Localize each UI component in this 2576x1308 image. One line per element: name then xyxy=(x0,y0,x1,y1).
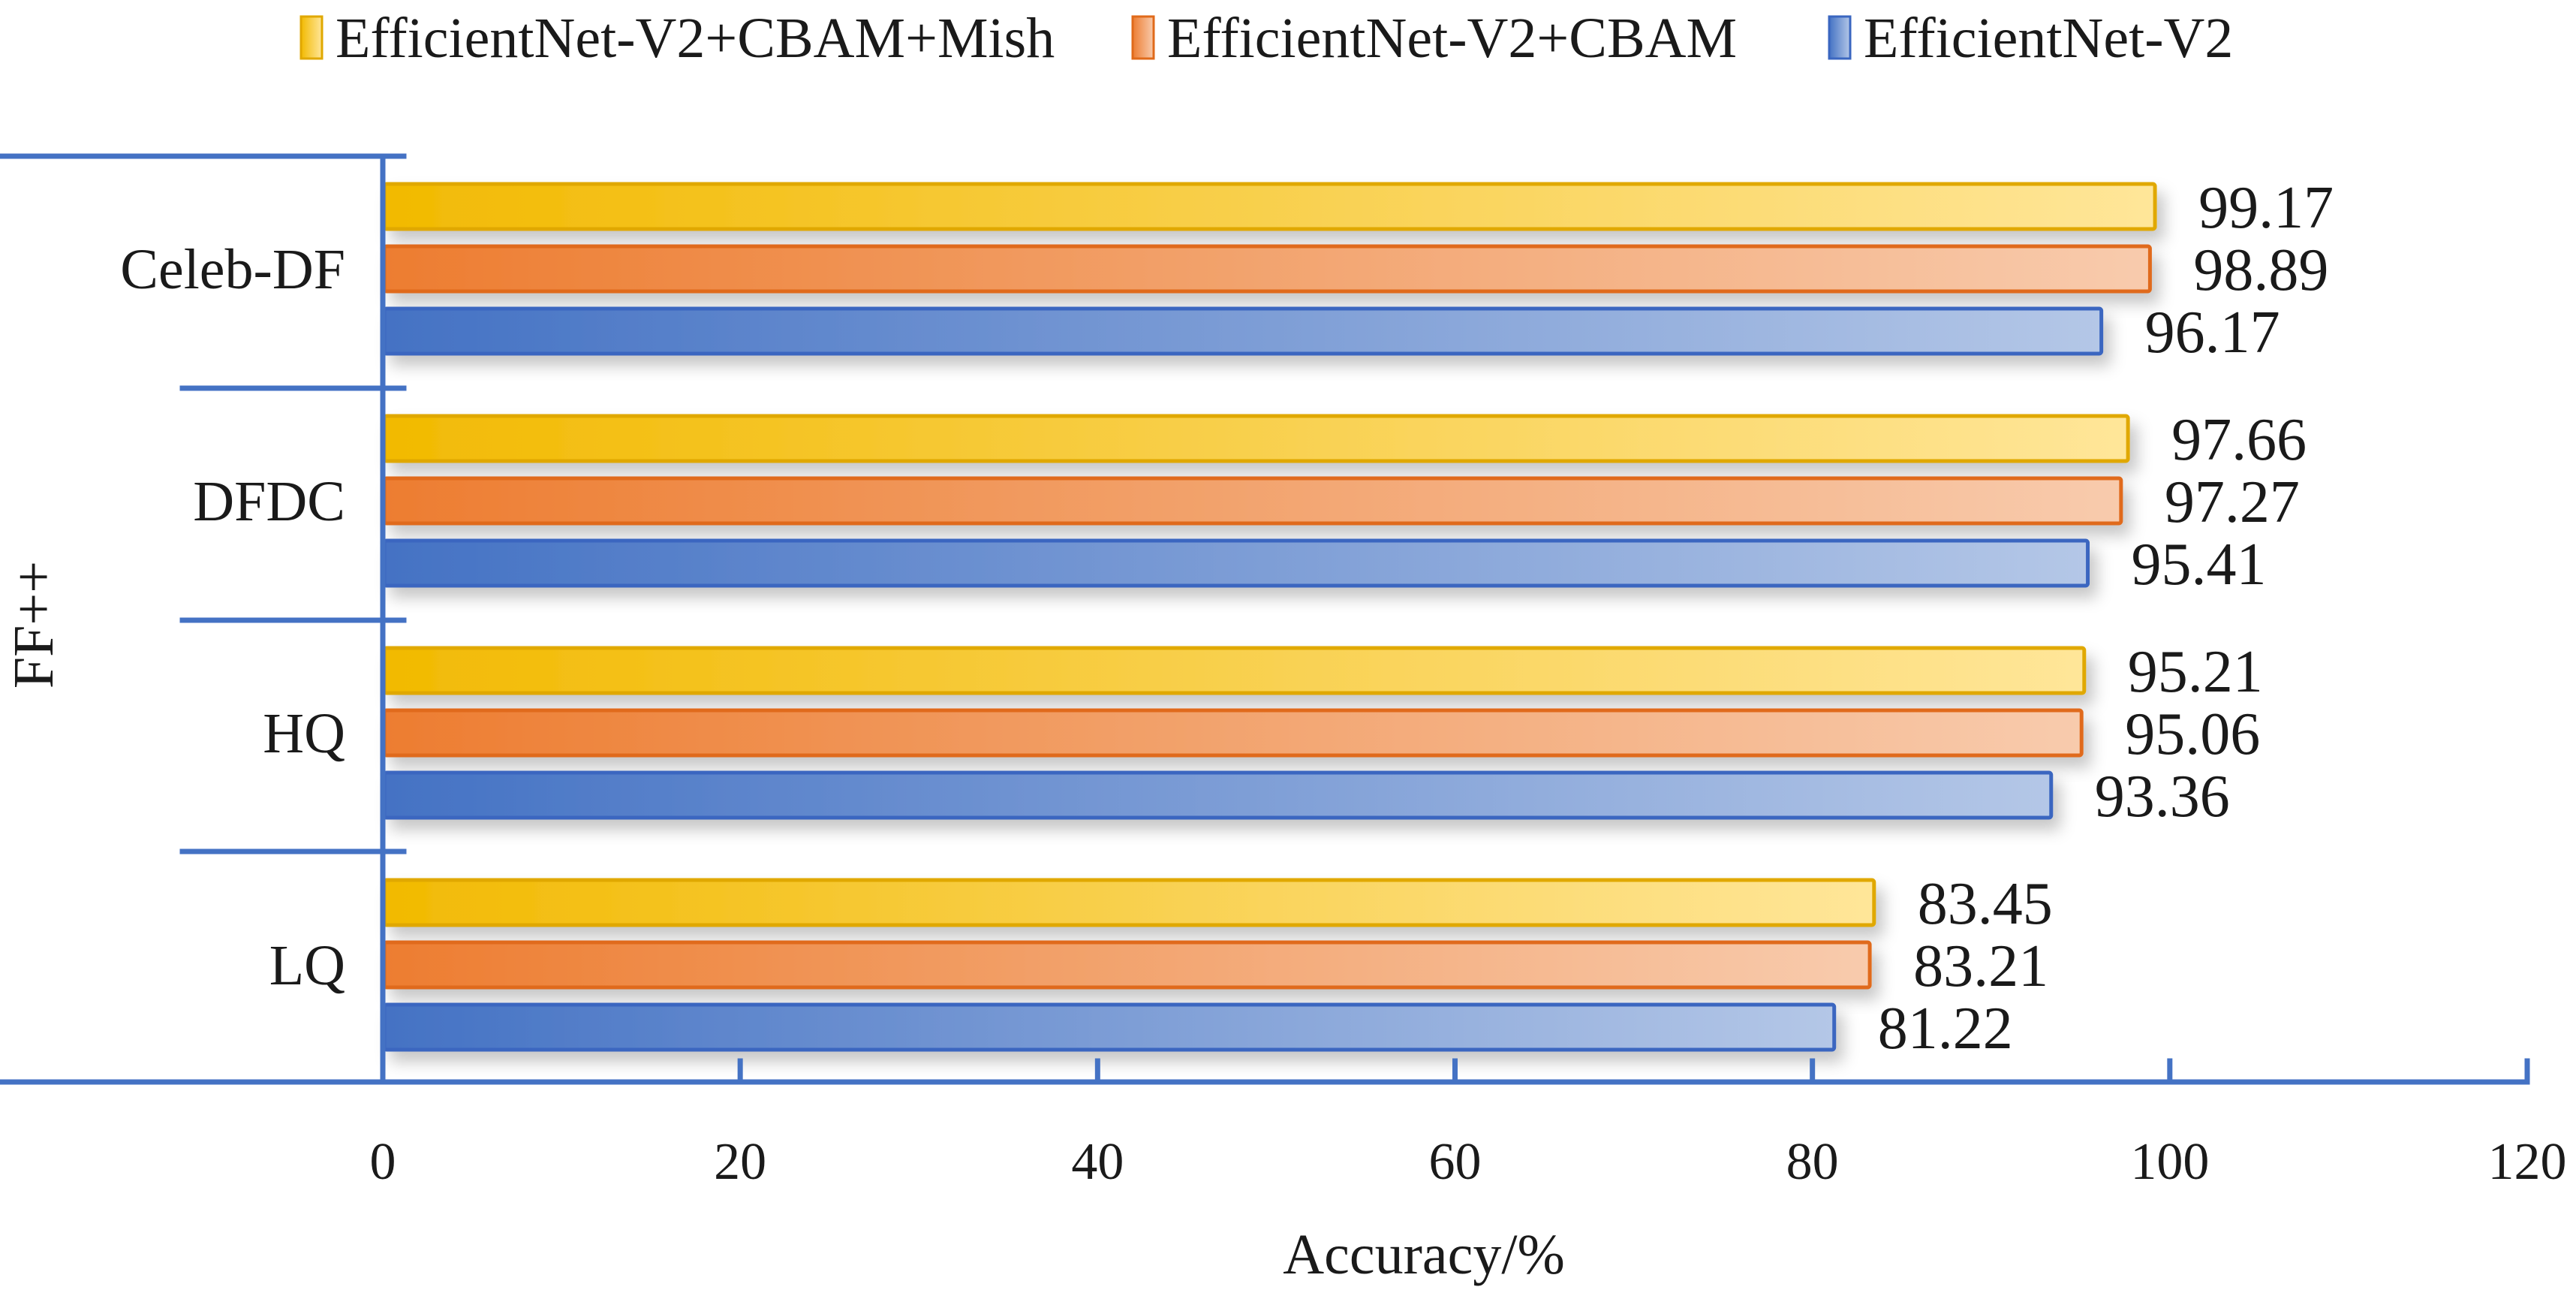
legend-swatch xyxy=(299,15,324,60)
legend-swatch xyxy=(1828,15,1852,60)
bar-lq-series-1 xyxy=(382,940,1872,990)
value-label: 93.36 xyxy=(2095,764,2230,830)
legend-label: EfficientNet-V2+CBAM xyxy=(1167,7,1737,70)
bar-hq-series-0 xyxy=(382,646,2087,695)
bar-celeb-df-series-2 xyxy=(382,306,2104,356)
bar-dfdc-series-1 xyxy=(382,476,2123,526)
legend-label: EfficientNet-V2+CBAM+Mish xyxy=(336,7,1055,70)
value-label: 95.06 xyxy=(2125,701,2260,767)
category-label: HQ xyxy=(263,702,345,765)
bar-celeb-df-series-1 xyxy=(382,244,2152,294)
category-label: Celeb-DF xyxy=(120,238,345,301)
bar-lq-series-0 xyxy=(382,878,1876,927)
legend-item: EfficientNet-V2+CBAM+Mish xyxy=(299,7,1055,70)
legend-item: EfficientNet-V2+CBAM xyxy=(1131,7,1737,70)
x-tick-label: 60 xyxy=(1429,1133,1482,1191)
x-tick-label: 20 xyxy=(714,1133,766,1191)
bar-dfdc-series-2 xyxy=(382,538,2090,588)
x-axis-title: Accuracy/% xyxy=(1283,1223,1565,1286)
legend-item: EfficientNet-V2 xyxy=(1828,7,2233,70)
legend-swatch xyxy=(1131,15,1155,60)
x-tick-label: 100 xyxy=(2130,1133,2209,1191)
value-label: 99.17 xyxy=(2198,175,2334,241)
value-label: 81.22 xyxy=(1878,996,2013,1062)
category-label: LQ xyxy=(269,934,345,997)
legend-label: EfficientNet-V2 xyxy=(1864,7,2233,70)
bar-dfdc-series-0 xyxy=(382,414,2130,463)
bar-hq-series-2 xyxy=(382,770,2054,820)
axes xyxy=(0,153,2530,1085)
value-label: 96.17 xyxy=(2145,300,2280,366)
value-label: 97.66 xyxy=(2171,407,2307,473)
x-tick-label: 0 xyxy=(370,1133,396,1191)
bar-hq-series-1 xyxy=(382,708,2084,758)
category-label: DFDC xyxy=(193,470,345,533)
x-tick-label: 80 xyxy=(1786,1133,1839,1191)
value-label: 95.41 xyxy=(2132,532,2267,598)
value-label: 98.89 xyxy=(2193,237,2328,303)
y-axis-group-label: FF++ xyxy=(2,561,65,689)
bars xyxy=(382,182,2157,1052)
x-tick-label: 40 xyxy=(1071,1133,1124,1191)
value-label: 83.45 xyxy=(1918,871,2053,937)
x-tick-label: 120 xyxy=(2488,1133,2567,1191)
bar-celeb-df-series-0 xyxy=(382,182,2157,231)
legend: EfficientNet-V2+CBAM+Mish EfficientNet-V2… xyxy=(299,7,2233,70)
value-label: 83.21 xyxy=(1913,933,2048,999)
bar-lq-series-2 xyxy=(382,1002,1837,1052)
value-label: 95.21 xyxy=(2128,639,2263,705)
value-label: 97.27 xyxy=(2165,469,2300,535)
